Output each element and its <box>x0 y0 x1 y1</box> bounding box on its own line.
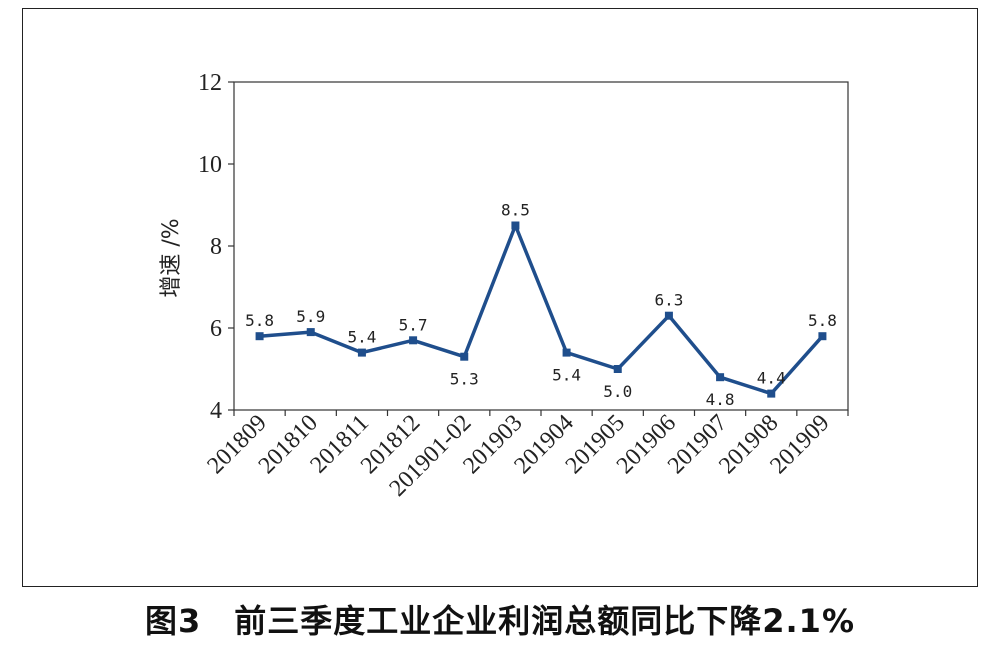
series-line <box>259 223 824 396</box>
y-tick-label: 6 <box>210 316 222 342</box>
y-axis-label: 增速 /% <box>159 218 184 297</box>
data-point <box>767 389 776 398</box>
y-tick-label: 12 <box>198 70 222 96</box>
data-label: 5.3 <box>450 370 479 389</box>
chart-frame <box>22 8 978 587</box>
data-point <box>511 221 520 230</box>
y-tick-label: 8 <box>210 234 222 260</box>
data-label: 6.3 <box>654 291 683 310</box>
data-point <box>409 336 418 345</box>
x-tick-label: 201909 <box>765 410 834 479</box>
data-point <box>255 332 264 341</box>
data-point <box>716 373 725 382</box>
data-label: 5.4 <box>552 366 581 385</box>
data-label: 5.8 <box>245 311 274 330</box>
data-label: 4.8 <box>706 390 735 409</box>
data-point <box>562 348 571 357</box>
plot-area-border <box>233 81 849 411</box>
data-label: 4.4 <box>757 369 786 388</box>
data-label: 5.8 <box>808 311 837 330</box>
data-point <box>460 352 469 361</box>
data-label: 5.4 <box>347 328 376 347</box>
data-label: 5.0 <box>603 382 632 401</box>
data-point <box>664 311 673 320</box>
figure-caption: 图3 前三季度工业企业利润总额同比下降2.1% <box>144 602 856 640</box>
data-point <box>818 332 827 341</box>
x-axis-ticks: 201809201810201811201812201901-022019032… <box>203 410 849 502</box>
y-axis-ticks: 4 6 8 10 12 <box>198 70 234 424</box>
data-points <box>255 221 827 398</box>
data-point <box>357 348 366 357</box>
data-label: 5.7 <box>399 315 428 334</box>
x-tick-label: 201810 <box>254 410 323 479</box>
axes <box>233 81 849 411</box>
y-tick-label: 10 <box>198 152 222 178</box>
data-point <box>613 365 622 373</box>
data-label: 8.5 <box>501 201 530 220</box>
y-tick-label: 4 <box>210 398 222 424</box>
data-labels: 5.8 5.9 5.4 5.7 5.3 8.5 5.4 5.0 6.3 4.8 4.4 5.8 <box>245 201 837 410</box>
data-label: 5.9 <box>296 307 325 326</box>
data-point <box>306 328 315 337</box>
